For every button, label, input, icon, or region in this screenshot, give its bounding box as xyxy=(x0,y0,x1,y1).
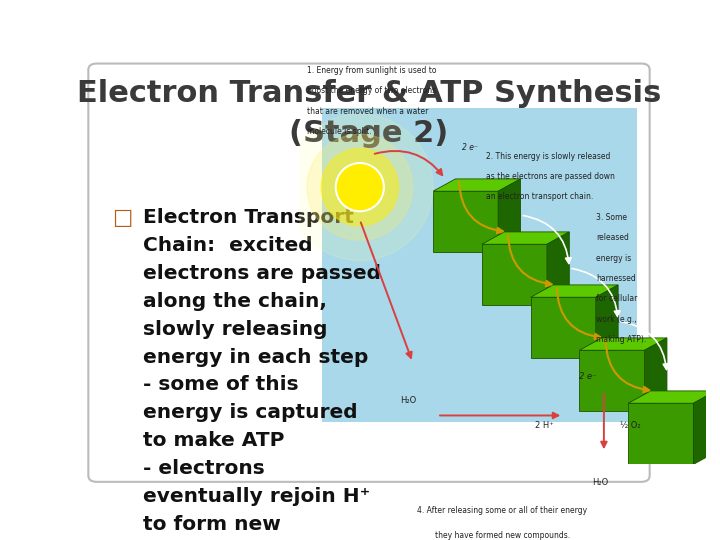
Text: 3. Some: 3. Some xyxy=(595,213,627,222)
Polygon shape xyxy=(629,403,693,464)
Text: to make ATP: to make ATP xyxy=(143,431,284,450)
Text: □: □ xyxy=(112,208,132,228)
Text: 2. This energy is slowly released: 2. This energy is slowly released xyxy=(486,152,611,160)
FancyBboxPatch shape xyxy=(89,64,649,482)
Text: - some of this: - some of this xyxy=(143,375,299,394)
Text: making ATP).: making ATP). xyxy=(595,335,646,344)
Polygon shape xyxy=(644,338,667,411)
Text: (Stage 2): (Stage 2) xyxy=(289,119,449,148)
Circle shape xyxy=(336,163,384,212)
Text: work (e.g.,: work (e.g., xyxy=(595,315,636,323)
Text: 2 H⁺: 2 H⁺ xyxy=(535,421,554,430)
Text: molecule is split.: molecule is split. xyxy=(307,127,372,136)
Polygon shape xyxy=(482,244,547,306)
Polygon shape xyxy=(693,391,716,464)
Circle shape xyxy=(338,165,382,210)
Polygon shape xyxy=(580,350,644,411)
Text: harnessed: harnessed xyxy=(595,274,636,283)
Text: 2 e⁻: 2 e⁻ xyxy=(462,144,477,152)
Polygon shape xyxy=(433,179,521,191)
Text: eventually rejoin H⁺: eventually rejoin H⁺ xyxy=(143,487,370,506)
Bar xyxy=(322,109,636,422)
Polygon shape xyxy=(629,391,716,403)
Text: Electron Transfer & ATP Synthesis: Electron Transfer & ATP Synthesis xyxy=(77,79,661,109)
Circle shape xyxy=(307,134,413,240)
Text: released: released xyxy=(595,233,629,242)
Polygon shape xyxy=(595,285,618,359)
Text: 1. Energy from sunlight is used to: 1. Energy from sunlight is used to xyxy=(307,66,436,75)
Text: for cellular: for cellular xyxy=(595,294,637,303)
Text: 2 e⁻: 2 e⁻ xyxy=(580,372,597,381)
Text: they have formed new compounds.: they have formed new compounds. xyxy=(435,531,570,540)
Text: 4. After releasing some or all of their energy: 4. After releasing some or all of their … xyxy=(417,507,588,515)
Text: along the chain,: along the chain, xyxy=(143,292,327,311)
Polygon shape xyxy=(482,232,570,244)
Text: slowly releasing: slowly releasing xyxy=(143,320,328,339)
Text: ½ O₂: ½ O₂ xyxy=(620,421,641,430)
Text: an electron transport chain.: an electron transport chain. xyxy=(486,192,593,201)
Text: that are removed when a water: that are removed when a water xyxy=(307,107,428,116)
Text: boost the energy of two electrons: boost the energy of two electrons xyxy=(307,86,436,96)
Text: Electron Transport: Electron Transport xyxy=(143,208,354,227)
Polygon shape xyxy=(498,179,521,252)
Circle shape xyxy=(287,114,433,261)
Text: to form new: to form new xyxy=(143,515,281,534)
Text: - electrons: - electrons xyxy=(143,459,265,478)
Polygon shape xyxy=(531,285,618,297)
Text: energy is: energy is xyxy=(595,254,631,262)
Text: energy is captured: energy is captured xyxy=(143,403,358,422)
Text: as the electrons are passed down: as the electrons are passed down xyxy=(486,172,615,181)
Text: electrons are passed: electrons are passed xyxy=(143,264,381,283)
Polygon shape xyxy=(547,232,570,306)
Polygon shape xyxy=(580,338,667,350)
Polygon shape xyxy=(433,191,498,252)
Text: H₂O: H₂O xyxy=(400,396,417,405)
Text: energy in each step: energy in each step xyxy=(143,348,369,367)
Text: Chain:  excited: Chain: excited xyxy=(143,236,312,255)
Text: H₂O: H₂O xyxy=(592,478,608,487)
Circle shape xyxy=(321,148,398,226)
Polygon shape xyxy=(531,297,595,359)
